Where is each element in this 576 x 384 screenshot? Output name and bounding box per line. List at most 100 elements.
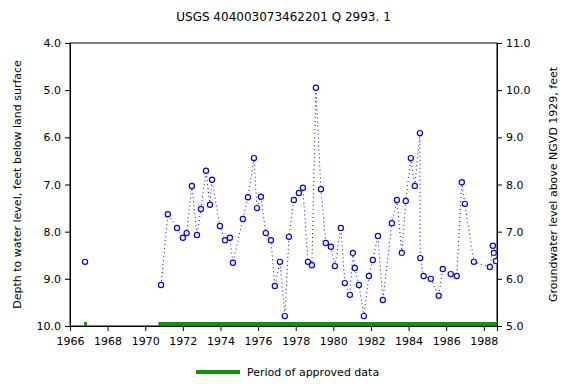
tick-label: 8.0 — [44, 226, 62, 239]
tick-mark — [145, 326, 146, 331]
chart: 1966196819701972197419761978198019821984… — [0, 0, 576, 384]
data-point — [184, 230, 189, 235]
data-point — [418, 255, 423, 260]
data-point — [366, 273, 371, 278]
tick-label: 9.0 — [506, 131, 524, 144]
data-point — [352, 265, 357, 270]
approved-period — [158, 322, 497, 326]
data-point — [408, 155, 413, 160]
axis-line — [71, 327, 498, 332]
tick-mark — [497, 326, 502, 327]
tick: 1972 — [169, 326, 197, 348]
tick-mark — [65, 137, 70, 138]
data-point — [263, 230, 268, 235]
tick-mark — [333, 326, 334, 331]
data-point — [313, 85, 318, 90]
data-point — [203, 168, 208, 173]
y2-axis-title: Groundwater level above NGVD 1929, feet — [547, 66, 560, 302]
data-point — [428, 276, 433, 281]
tick-label: 1988 — [470, 335, 498, 348]
tick-mark — [183, 326, 184, 331]
tick-label: 7.0 — [44, 179, 62, 192]
tick-label: 1978 — [282, 335, 310, 348]
data-point — [459, 180, 464, 185]
data-point — [282, 313, 287, 318]
y-axis-title: Depth to water level, feet below land su… — [11, 60, 24, 309]
tick: 1970 — [132, 326, 160, 348]
tick-label: 1982 — [357, 335, 385, 348]
tick-mark — [65, 90, 70, 91]
y-axis: 4.05.06.07.08.09.010.0 — [37, 37, 71, 333]
tick-mark — [65, 232, 70, 233]
data-point — [82, 259, 87, 264]
tick-mark — [497, 137, 502, 138]
tick-label: 1966 — [57, 335, 85, 348]
data-point — [277, 259, 282, 264]
data-point — [462, 201, 467, 206]
tick: 6.0 — [497, 273, 524, 286]
tick-label: 1980 — [320, 335, 348, 348]
tick-label: 4.0 — [44, 37, 62, 50]
tick-label: 5.0 — [44, 84, 62, 97]
plot-area — [82, 85, 497, 326]
tick-mark — [65, 279, 70, 280]
tick-mark — [220, 326, 221, 331]
tick: 5.0 — [497, 320, 524, 333]
tick-mark — [108, 326, 109, 331]
tick-mark — [65, 185, 70, 186]
tick: 9.0 — [44, 273, 71, 286]
tick-mark — [497, 90, 502, 91]
tick-mark — [258, 326, 259, 331]
data-point — [487, 264, 492, 269]
data-point — [361, 313, 366, 318]
data-point — [254, 205, 259, 210]
data-point — [328, 244, 333, 249]
tick-mark — [371, 326, 372, 331]
data-point — [421, 273, 426, 278]
data-point — [227, 235, 232, 240]
data-point — [286, 234, 291, 239]
x-axis: 1966196819701972197419761978198019821984… — [57, 326, 499, 348]
data-point — [309, 263, 314, 268]
tick-mark — [497, 279, 502, 280]
data-point — [207, 202, 212, 207]
data-point — [296, 190, 301, 195]
tick: 1988 — [470, 326, 498, 348]
tick: 1978 — [282, 326, 310, 348]
tick: 1982 — [357, 326, 385, 348]
data-point — [370, 257, 375, 262]
tick: 7.0 — [497, 226, 524, 239]
legend: Period of approved data — [196, 366, 379, 379]
data-point — [174, 225, 179, 230]
tick-label: 1986 — [433, 335, 461, 348]
tick-mark — [497, 43, 502, 44]
tick-label: 1976 — [245, 335, 273, 348]
tick-label: 10.0 — [37, 320, 62, 333]
data-point — [389, 221, 394, 226]
tick-mark — [446, 326, 447, 331]
data-point — [454, 273, 459, 278]
tick: 5.0 — [44, 84, 71, 97]
y2-axis: 11.010.09.08.07.06.05.0 — [497, 37, 531, 333]
data-point — [245, 195, 250, 200]
tick-mark — [65, 43, 70, 44]
data-point — [412, 183, 417, 188]
tick: 1986 — [433, 326, 461, 348]
data-point — [158, 282, 163, 287]
data-point — [403, 198, 408, 203]
tick: 11.0 — [497, 37, 531, 50]
tick: 1974 — [207, 326, 235, 348]
data-point — [491, 250, 496, 255]
data-point — [448, 272, 453, 277]
tick-label: 5.0 — [506, 320, 524, 333]
tick-mark — [497, 232, 502, 233]
title: USGS 404003073462201 Q 2993. 1 — [176, 10, 391, 24]
data-point — [217, 223, 222, 228]
data-point — [230, 260, 235, 265]
data-point — [436, 293, 441, 298]
tick-label: 1972 — [169, 335, 197, 348]
tick-label: 7.0 — [506, 226, 524, 239]
tick-mark — [409, 326, 410, 331]
data-point — [380, 297, 385, 302]
data-point — [356, 282, 361, 287]
